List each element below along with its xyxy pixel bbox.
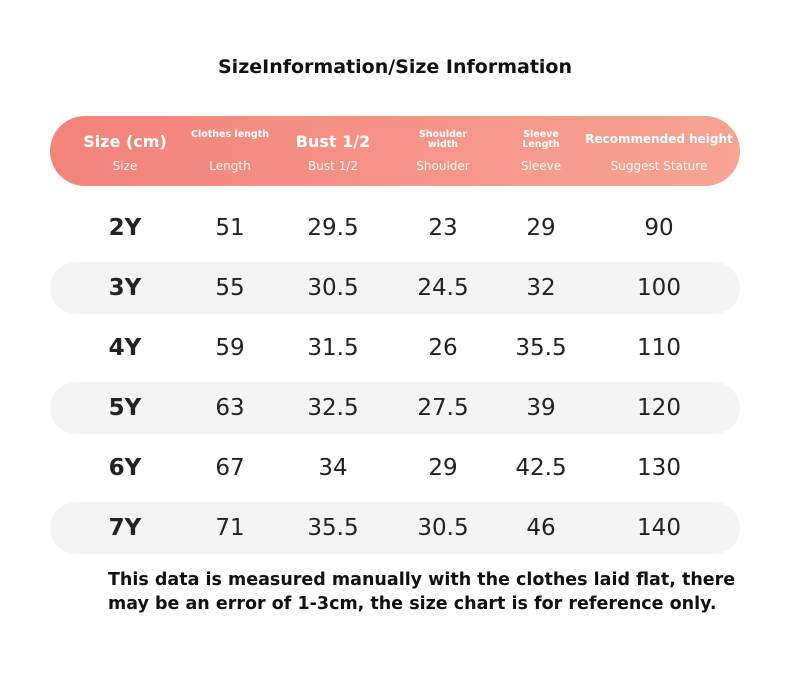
header-sublabel: Length <box>209 159 251 173</box>
row-band <box>50 502 740 554</box>
cell: 32 <box>526 275 556 301</box>
row-band <box>50 382 740 434</box>
cell: 27.5 <box>417 395 469 421</box>
cell: 110 <box>637 335 681 361</box>
cell: 90 <box>644 215 674 241</box>
cell: 51 <box>215 215 245 241</box>
cell: 4Y <box>108 335 142 361</box>
cell: 31.5 <box>307 335 359 361</box>
cell: 3Y <box>108 275 142 301</box>
header-sublabel: Size <box>112 159 138 173</box>
cell: 6Y <box>108 455 142 481</box>
header-sublabel: Bust 1/2 <box>308 159 358 173</box>
cell: 35.5 <box>515 335 567 361</box>
cell: 63 <box>215 395 245 421</box>
cell: 34 <box>318 455 348 481</box>
title: SizeInformation/Size Information <box>218 56 572 78</box>
header-sublabel: Sleeve <box>520 159 562 173</box>
header-label: Size (cm) <box>83 132 167 151</box>
cell: 130 <box>637 455 681 481</box>
header-label: Sleeve Length <box>522 129 560 151</box>
cell: 32.5 <box>307 395 359 421</box>
note-line: This data is measured manually with the … <box>108 570 736 590</box>
note-line: may be an error of 1-3cm, the size chart… <box>108 594 717 614</box>
cell: 55 <box>215 275 245 301</box>
header-sublabel: Suggest Stature <box>610 159 708 173</box>
cell: 46 <box>526 515 556 541</box>
cell: 30.5 <box>307 275 359 301</box>
cell: 67 <box>215 455 245 481</box>
cell: 2Y <box>108 215 142 241</box>
cell: 42.5 <box>515 455 567 481</box>
cell: 23 <box>428 215 458 241</box>
cell: 26 <box>428 335 458 361</box>
cell: 5Y <box>108 395 142 421</box>
header-label: Recommended height <box>585 132 733 146</box>
cell: 30.5 <box>417 515 469 541</box>
header-label: Bust 1/2 <box>295 132 371 151</box>
cell: 71 <box>215 515 245 541</box>
header-bar <box>50 116 740 186</box>
cell: 7Y <box>108 515 142 541</box>
cell: 59 <box>215 335 245 361</box>
cell: 120 <box>637 395 681 421</box>
cell: 100 <box>637 275 681 301</box>
cell: 29.5 <box>307 215 359 241</box>
header-label: Shoulder width <box>418 129 468 151</box>
cell: 24.5 <box>417 275 469 301</box>
row-band <box>50 262 740 314</box>
cell: 29 <box>428 455 458 481</box>
cell: 39 <box>526 395 556 421</box>
cell: 29 <box>526 215 556 241</box>
cell: 140 <box>637 515 681 541</box>
cell: 35.5 <box>307 515 359 541</box>
header-sublabel: Shoulder <box>416 159 470 173</box>
header-label: Clothes length <box>190 129 270 140</box>
